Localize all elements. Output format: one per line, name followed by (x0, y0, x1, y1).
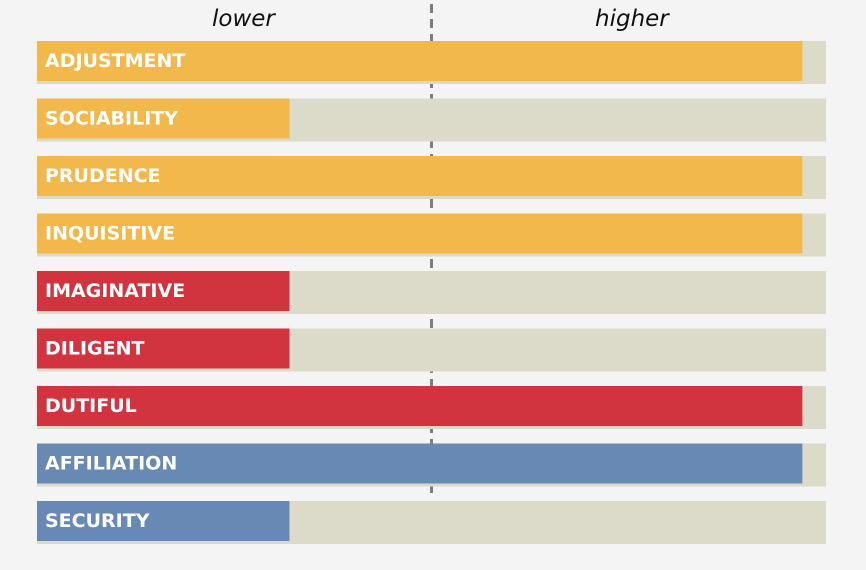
bar-row-adjustment: ADJUSTMENT (37, 41, 826, 84)
category-label: IMAGINATIVE (45, 280, 185, 302)
category-label: DUTIFUL (45, 395, 137, 417)
bar (37, 271, 290, 311)
category-label: AFFILIATION (45, 453, 177, 475)
bar-row-dutiful: DUTIFUL (37, 386, 826, 429)
bar (37, 98, 290, 139)
bar-row-security: SECURITY (37, 501, 826, 544)
bar (37, 443, 803, 484)
bar (37, 41, 803, 81)
bar (37, 213, 803, 254)
axis-label-lower: lower (212, 6, 275, 32)
category-label: ADJUSTMENT (45, 50, 185, 72)
bar-row-sociability: SOCIABILITY (37, 98, 826, 142)
bar-row-prudence: PRUDENCE (37, 156, 826, 199)
bar-row-affiliation: AFFILIATION (37, 443, 826, 487)
category-label: SOCIABILITY (45, 108, 178, 130)
category-label: INQUISITIVE (45, 223, 175, 245)
category-label: PRUDENCE (45, 165, 161, 187)
bar (37, 501, 290, 541)
bar-row-imaginative: IMAGINATIVE (37, 271, 826, 314)
bar-row-diligent: DILIGENT (37, 328, 826, 372)
bar (37, 386, 803, 426)
bar (37, 328, 290, 369)
bar (37, 156, 803, 196)
category-label: SECURITY (45, 510, 150, 532)
category-label: DILIGENT (45, 338, 144, 360)
bar-row-inquisitive: INQUISITIVE (37, 213, 826, 257)
axis-label-higher: higher (595, 6, 669, 32)
